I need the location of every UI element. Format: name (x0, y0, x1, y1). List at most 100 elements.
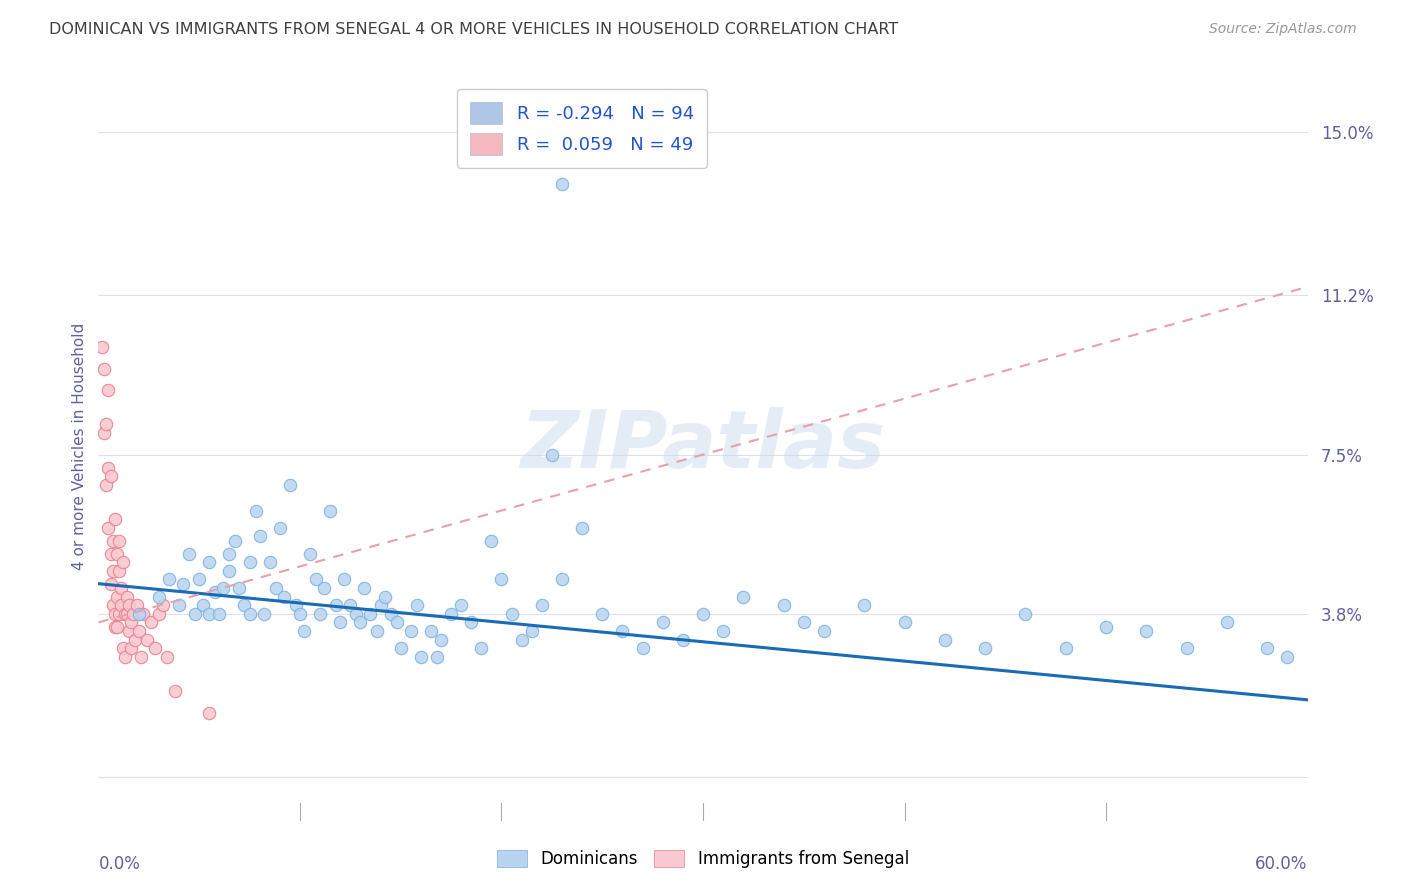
Point (551, 177, 574, 191)
Point (631, 641, 654, 656)
Point (530, 598, 553, 612)
Point (124, 632, 146, 647)
Point (114, 649, 136, 664)
Point (772, 598, 794, 612)
Point (672, 632, 695, 647)
Point (319, 503, 342, 517)
Point (974, 641, 997, 656)
Point (103, 607, 125, 621)
Point (239, 555, 262, 569)
Point (193, 598, 215, 612)
Point (333, 573, 356, 587)
Point (157, 573, 180, 587)
Point (101, 564, 124, 578)
Point (1014, 607, 1036, 621)
Point (380, 607, 402, 621)
Point (115, 590, 138, 604)
Point (107, 533, 129, 548)
Point (96, 417, 118, 432)
Point (551, 573, 574, 587)
Point (426, 649, 449, 664)
Point (239, 607, 262, 621)
Point (273, 590, 295, 604)
Point (314, 581, 336, 595)
Point (692, 607, 714, 621)
Point (491, 573, 513, 587)
Point (501, 607, 523, 621)
Point (853, 598, 876, 612)
Point (399, 624, 422, 638)
Text: DOMINICAN VS IMMIGRANTS FROM SENEGAL 4 OR MORE VEHICLES IN HOUSEHOLD CORRELATION: DOMINICAN VS IMMIGRANTS FROM SENEGAL 4 O… (49, 22, 898, 37)
Point (651, 615, 673, 630)
Point (1135, 624, 1157, 638)
Point (143, 641, 166, 656)
Point (120, 641, 142, 656)
Point (420, 624, 443, 638)
Point (366, 624, 388, 638)
Point (253, 607, 276, 621)
Point (264, 581, 287, 595)
Point (107, 564, 129, 578)
Point (218, 547, 240, 561)
Point (278, 477, 301, 491)
Point (114, 607, 136, 621)
Point (349, 615, 371, 630)
Point (110, 598, 132, 612)
Point (325, 598, 347, 612)
Point (460, 615, 482, 630)
Point (188, 573, 211, 587)
Point (450, 598, 472, 612)
Point (733, 590, 755, 604)
Point (1256, 641, 1278, 656)
Point (571, 521, 593, 535)
Point (292, 624, 315, 638)
Point (299, 547, 322, 561)
Point (101, 598, 124, 612)
Point (934, 632, 956, 647)
Point (711, 624, 734, 638)
Point (385, 615, 408, 630)
Text: 0.0%: 0.0% (98, 855, 141, 872)
Point (612, 624, 634, 638)
Point (101, 533, 124, 548)
Point (430, 632, 453, 647)
Point (440, 607, 463, 621)
Point (198, 555, 221, 569)
Point (1175, 641, 1198, 656)
Point (470, 641, 492, 656)
Point (591, 607, 613, 621)
Point (409, 649, 432, 664)
Point (148, 590, 170, 604)
Point (329, 615, 352, 630)
Point (218, 564, 240, 578)
Point (105, 547, 128, 561)
Point (389, 641, 412, 656)
Legend: Dominicans, Immigrants from Senegal: Dominicans, Immigrants from Senegal (491, 843, 915, 875)
Point (204, 585, 226, 599)
Point (118, 598, 141, 612)
Point (132, 607, 155, 621)
Point (305, 573, 328, 587)
Point (893, 615, 915, 630)
Point (100, 469, 122, 483)
Text: 60.0%: 60.0% (1256, 855, 1308, 872)
Point (107, 607, 129, 621)
Point (97, 521, 120, 535)
Text: ZIPatlas: ZIPatlas (520, 407, 886, 485)
Point (105, 590, 128, 604)
Point (91, 340, 114, 354)
Point (111, 555, 134, 569)
Point (481, 533, 503, 548)
Point (128, 624, 150, 638)
Point (105, 620, 128, 634)
Point (344, 607, 367, 621)
Text: Source: ZipAtlas.com: Source: ZipAtlas.com (1209, 22, 1357, 37)
Point (115, 607, 138, 621)
Point (100, 547, 122, 561)
Point (540, 448, 562, 462)
Point (212, 581, 235, 595)
Point (288, 607, 311, 621)
Point (269, 521, 291, 535)
Point (309, 607, 332, 621)
Point (163, 684, 186, 698)
